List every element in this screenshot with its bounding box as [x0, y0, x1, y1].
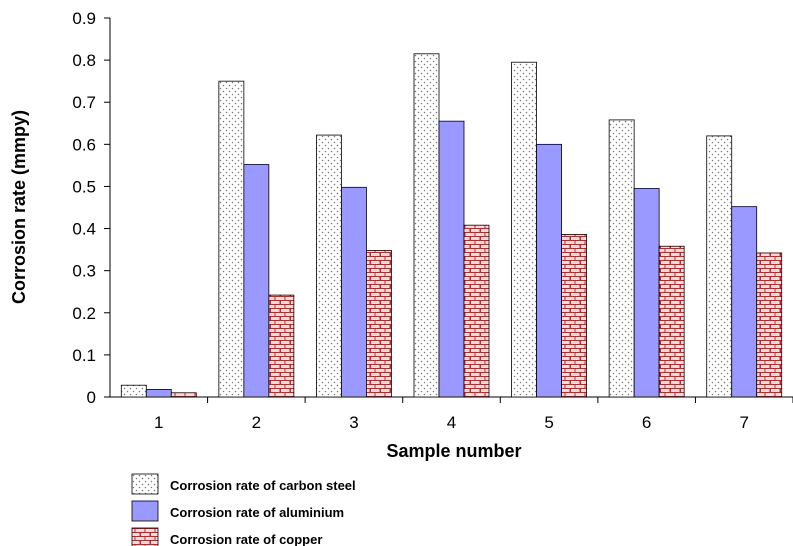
x-tick-label: 2 [252, 413, 261, 432]
y-tick-label: 0.3 [72, 262, 96, 281]
legend-swatch-1 [131, 473, 159, 495]
y-tick-label: 0.1 [72, 346, 96, 365]
bar-series-1-cat-3 [316, 134, 342, 398]
y-tick-label: 0.9 [72, 9, 96, 28]
x-tick-label: 1 [154, 413, 163, 432]
legend-label-1: Corrosion rate of carbon steel [170, 478, 356, 493]
y-tick-label: 0.6 [72, 135, 96, 154]
y-ticks: 0 0.1 0.2 0.3 0.4 0.5 0.6 0.7 0.8 0.9 [72, 9, 110, 407]
bar-series-2-cat-2 [243, 164, 270, 398]
y-tick-label: 0.2 [72, 304, 96, 323]
legend-label-2: Corrosion rate of aluminium [170, 505, 344, 520]
y-tick-label: 0 [87, 388, 96, 407]
x-tick-label: 4 [447, 413, 456, 432]
y-tick-label: 0.5 [72, 177, 96, 196]
bar-series-3-cat-4 [463, 224, 490, 398]
x-tick-label: 6 [642, 413, 651, 432]
bar-series-2-cat-4 [438, 120, 465, 398]
bar-series-1-cat-6 [608, 119, 635, 398]
legend-swatch-2 [131, 500, 159, 522]
y-tick-label: 0.8 [72, 51, 96, 70]
bar-series-1-cat-5 [511, 61, 537, 398]
bar-series-1-cat-7 [706, 135, 733, 398]
y-axis-title: Corrosion rate (mmpy) [9, 110, 29, 304]
bar-series-1-cat-4 [413, 53, 440, 398]
bars [120, 53, 783, 398]
bar-series-1-cat-1 [120, 384, 147, 398]
x-tick-label: 7 [739, 413, 748, 432]
legend-swatch-3 [131, 527, 159, 546]
bar-series-3-cat-5 [561, 234, 587, 398]
bar-series-3-cat-2 [268, 294, 295, 398]
bar-series-2-cat-3 [341, 186, 367, 398]
x-ticks: 1 2 3 4 5 6 7 [154, 397, 793, 432]
bar-series-2-cat-7 [731, 206, 758, 398]
x-tick-label: 3 [349, 413, 358, 432]
x-tick-label: 5 [544, 413, 553, 432]
legend-label-3: Corrosion rate of copper [170, 532, 322, 546]
bar-series-1-cat-2 [218, 80, 245, 398]
bar-series-2-cat-5 [536, 143, 562, 398]
bar-series-2-cat-1 [145, 389, 172, 398]
legend: Corrosion rate of carbon steel Corrosion … [131, 473, 356, 546]
bar-series-3-cat-1 [170, 392, 197, 398]
x-axis-title: Sample number [386, 441, 521, 461]
bar-series-3-cat-7 [756, 252, 783, 398]
bar-series-3-cat-3 [366, 250, 392, 398]
bar-series-2-cat-6 [633, 188, 660, 398]
bar-series-3-cat-6 [658, 245, 685, 398]
y-tick-label: 0.7 [72, 93, 96, 112]
y-tick-label: 0.4 [72, 220, 96, 239]
